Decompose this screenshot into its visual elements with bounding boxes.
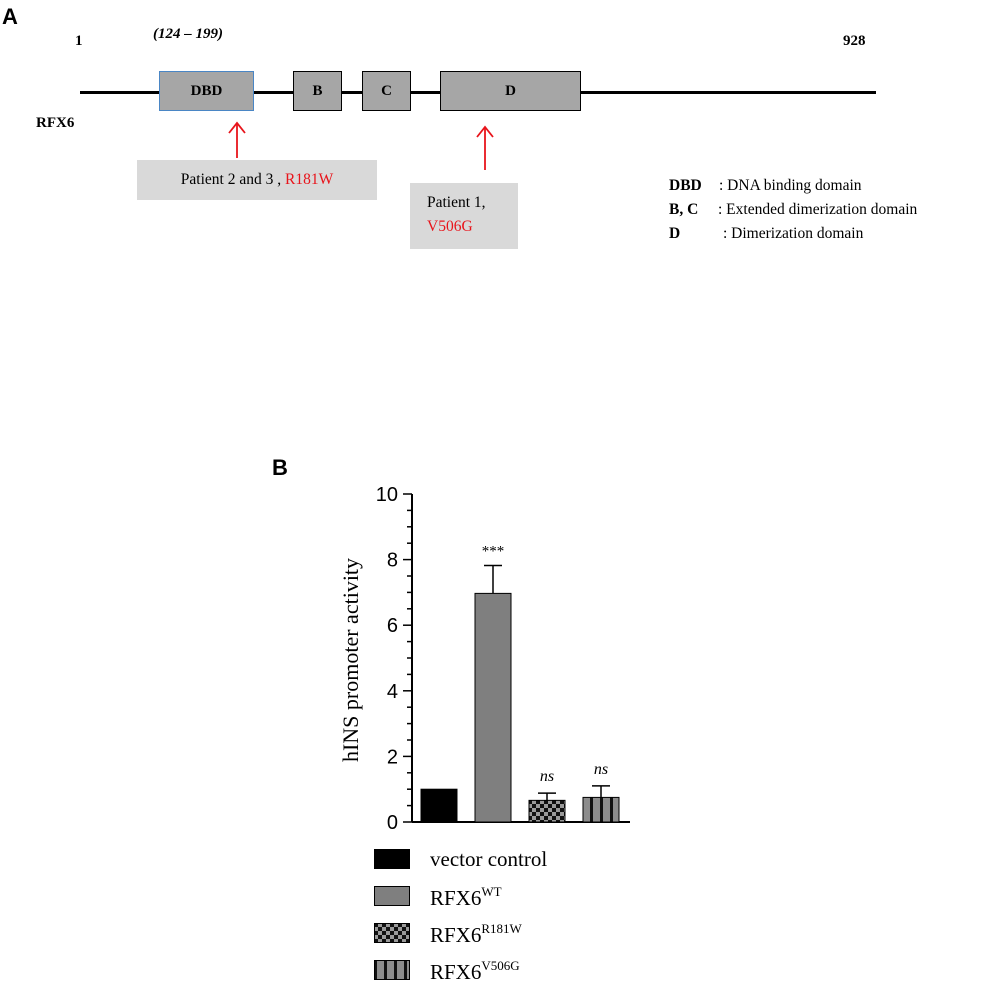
legend-swatch-checker (374, 923, 410, 943)
bar (582, 796, 620, 823)
legend-abbr-bc: B, C (669, 201, 699, 218)
y-tick-label: 4 (387, 681, 398, 703)
domain-dbd: DBD (159, 71, 254, 111)
legend-abbr-d: D (669, 225, 681, 242)
bar (474, 592, 512, 823)
domain-c: C (362, 71, 411, 111)
legend-swatch-solid-black (374, 849, 410, 869)
callout-r181w-mutation: R181W (284, 171, 334, 188)
domain-legend: DBD : DNA binding domain B, C : Extended d… (669, 174, 917, 246)
y-tick-label: 10 (376, 484, 398, 506)
y-tick-label: 6 (387, 615, 398, 637)
start-position-label: 1 (75, 33, 83, 49)
callout-r181w-patient: Patient 2 and 3 , (180, 171, 282, 188)
legend-label: RFX6V506G (430, 958, 520, 984)
legend-swatch-solid-gray (374, 886, 410, 906)
legend-swatch-stripes (374, 960, 410, 980)
significance-label: ns (540, 768, 554, 785)
y-axis-label: hINS promoter activity (338, 558, 363, 762)
bar (528, 799, 566, 823)
callout-v506g: Patient 1, V506G (410, 183, 518, 249)
end-position-label: 928 (843, 33, 866, 49)
panel-a-label: A (2, 4, 18, 29)
panel-b-label: B (272, 455, 288, 480)
legend-label: RFX6WT (430, 884, 502, 910)
legend-desc-d: : Dimerization domain (723, 225, 864, 242)
y-tick-label: 0 (387, 812, 398, 834)
domain-d: D (440, 71, 581, 111)
legend-desc-bc: : Extended dimerization domain (718, 201, 918, 218)
dbd-range-label: (124 – 199) (153, 26, 223, 42)
y-tick-label: 2 (387, 746, 398, 768)
arrow-r181w-head (228, 121, 246, 134)
significance-label: *** (482, 544, 505, 560)
domain-b: B (293, 71, 342, 111)
callout-r181w: Patient 2 and 3 , R181W (137, 160, 377, 200)
legend-label: RFX6R181W (430, 921, 522, 947)
bar (420, 788, 458, 823)
y-tick-label: 8 (387, 550, 398, 572)
callout-v506g-patient: Patient 1, (427, 194, 486, 211)
legend-desc-dbd: : DNA binding domain (719, 177, 862, 194)
callout-v506g-mutation: V506G (427, 218, 473, 235)
protein-name-label: RFX6 (36, 115, 75, 131)
legend-label: vector control (430, 847, 548, 871)
arrow-v506g-head (476, 125, 494, 138)
mutation-arrows (228, 121, 494, 170)
significance-label: ns (594, 761, 608, 778)
legend-abbr-dbd: DBD (669, 177, 702, 194)
bar-legend: vector control RFX6WT RFX6R181W RFX6V506… (374, 847, 694, 984)
